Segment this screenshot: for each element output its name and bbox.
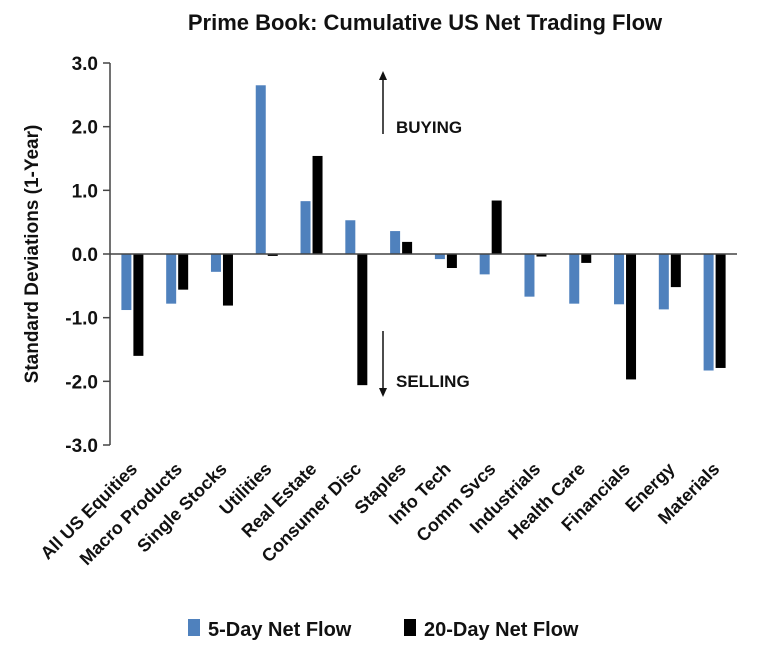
bar-20day-1 xyxy=(178,254,189,290)
bar-5day-2 xyxy=(210,254,221,272)
bar-20day-9 xyxy=(536,254,547,257)
y-tick-label: 3.0 xyxy=(72,54,98,75)
bar-20day-11 xyxy=(626,254,637,380)
bar-5day-8 xyxy=(479,254,490,275)
bar-5day-10 xyxy=(569,254,580,304)
bar-5day-12 xyxy=(658,254,669,310)
y-tick-label: 0.0 xyxy=(72,245,98,266)
bar-20day-2 xyxy=(222,254,233,306)
bar-20day-4 xyxy=(312,155,323,254)
bar-20day-3 xyxy=(267,254,278,256)
chart-title: Prime Book: Cumulative US Net Trading Fl… xyxy=(188,10,663,35)
y-axis: 3.0 2.0 1.0 0.0 -1.0 -2.0 -3.0 xyxy=(65,54,110,457)
bars-group xyxy=(121,85,726,386)
bar-5day-1 xyxy=(166,254,177,304)
legend-label-5day: 5-Day Net Flow xyxy=(208,619,352,641)
legend: 5-Day Net Flow 20-Day Net Flow xyxy=(188,619,579,641)
bar-20day-12 xyxy=(670,254,681,288)
legend-swatch-5day xyxy=(188,619,200,636)
selling-arrowhead-icon xyxy=(379,388,387,397)
bar-20day-6 xyxy=(402,241,413,254)
bar-20day-5 xyxy=(357,254,368,386)
y-tick-label: -2.0 xyxy=(65,372,98,393)
bar-5day-7 xyxy=(434,254,445,260)
bar-20day-0 xyxy=(133,254,144,356)
bar-5day-0 xyxy=(121,254,132,311)
y-tick-label: 1.0 xyxy=(72,181,98,202)
legend-label-20day: 20-Day Net Flow xyxy=(424,619,579,641)
bar-5day-11 xyxy=(614,254,625,305)
buying-annotation: BUYING xyxy=(379,71,462,137)
buying-label: BUYING xyxy=(396,118,462,137)
selling-annotation: SELLING xyxy=(379,331,470,397)
bar-20day-13 xyxy=(715,254,726,368)
bar-5day-4 xyxy=(300,201,311,254)
y-axis-label: Standard Deviations (1-Year) xyxy=(22,125,43,384)
selling-label: SELLING xyxy=(396,372,470,391)
y-tick-label: 2.0 xyxy=(72,118,98,139)
bar-5day-6 xyxy=(390,231,401,254)
legend-swatch-20day xyxy=(404,619,416,636)
bar-20day-7 xyxy=(446,254,457,269)
y-tick-label: -3.0 xyxy=(65,436,98,457)
bar-5day-9 xyxy=(524,254,535,297)
bar-5day-13 xyxy=(703,254,714,371)
y-tick-label: -1.0 xyxy=(65,309,98,330)
bar-5day-5 xyxy=(345,220,356,254)
buying-arrowhead-icon xyxy=(379,71,387,80)
bar-20day-10 xyxy=(581,254,592,263)
bar-20day-8 xyxy=(491,200,502,254)
bar-5day-3 xyxy=(255,85,266,255)
